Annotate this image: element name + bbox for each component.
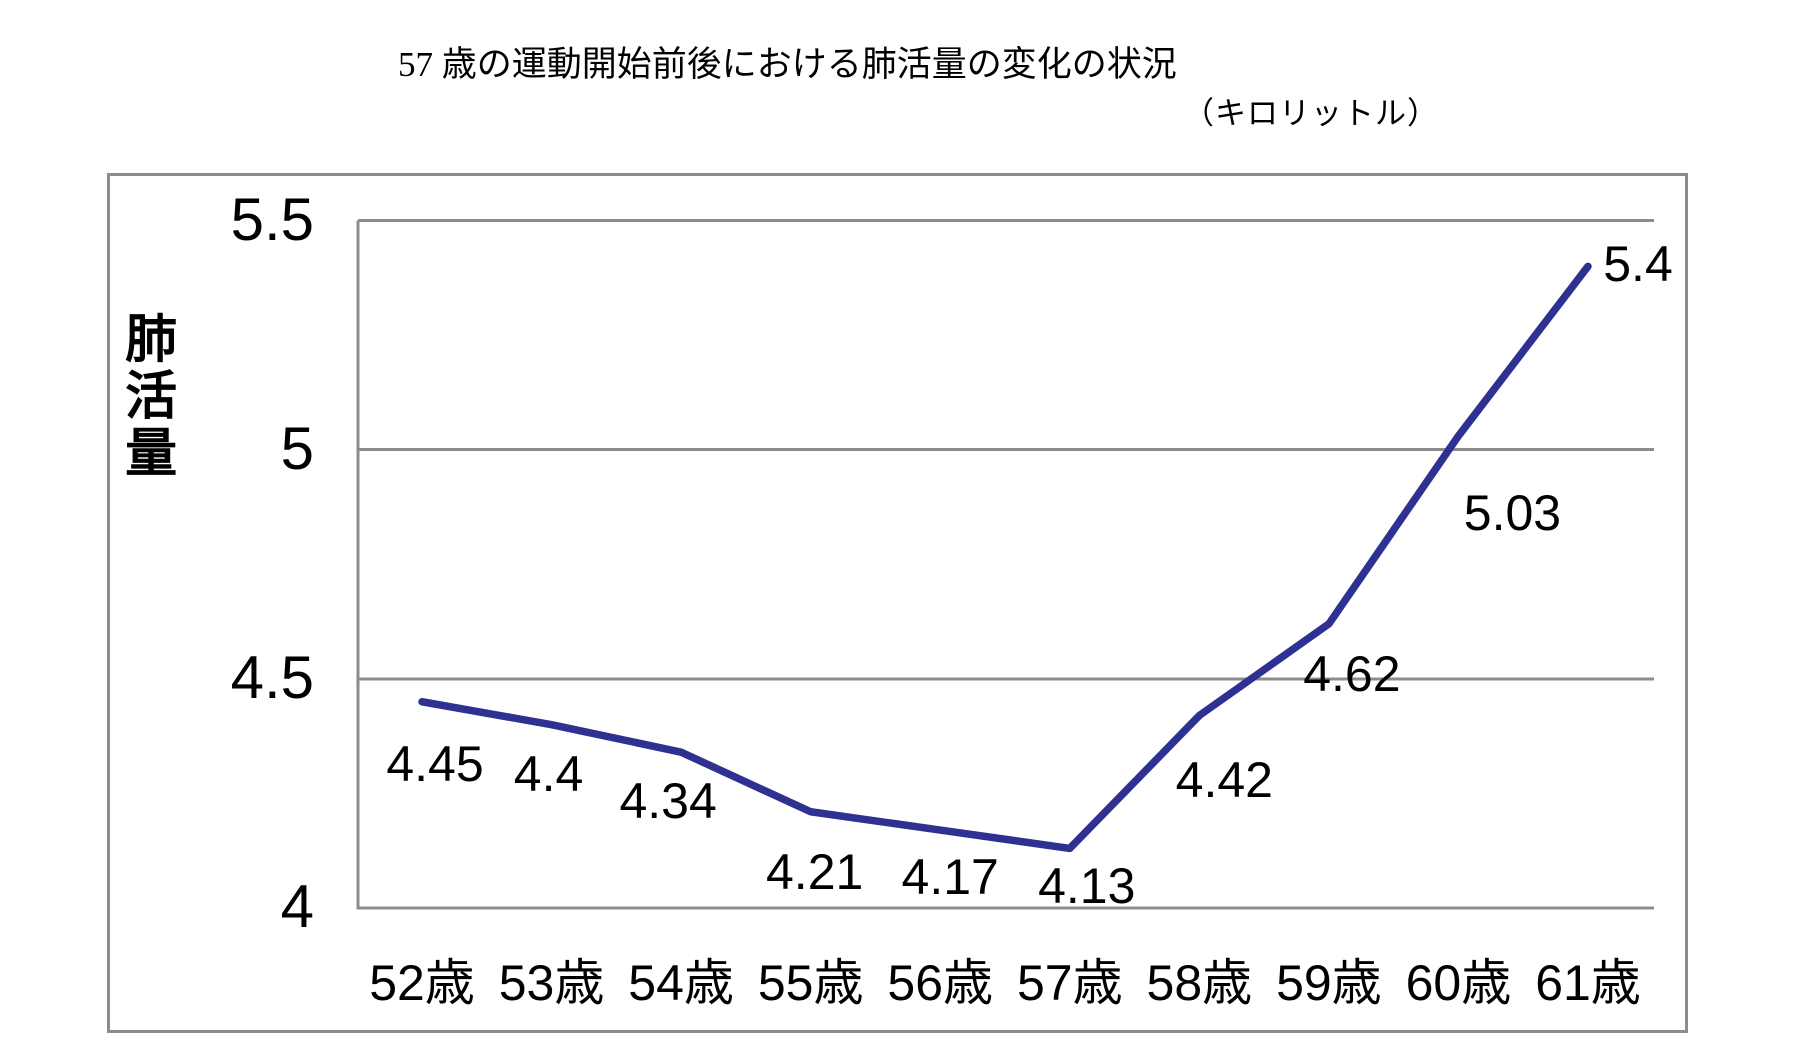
- data-point-label: 5.03: [1463, 484, 1562, 541]
- y-axis-title: 肺活量: [116, 311, 175, 482]
- y-tick-label: 5.5: [230, 185, 314, 253]
- y-tick-label: 4: [280, 873, 314, 941]
- line-series: [418, 262, 1592, 853]
- data-point-label: 4.13: [1038, 858, 1136, 915]
- x-category-label: 61歳: [1535, 955, 1641, 1011]
- data-point-label: 4.17: [901, 849, 999, 906]
- chart-outer-border: [107, 173, 1688, 1033]
- x-category-label: 53歳: [498, 955, 605, 1011]
- data-point-label: 4.34: [619, 773, 717, 830]
- x-category-label: 52歳: [369, 955, 475, 1011]
- y-tick-label: 5: [280, 414, 314, 482]
- chart-title: 57 歳の運動開始前後における肺活量の変化の状況: [398, 45, 1177, 84]
- x-category-label: 56歳: [887, 955, 994, 1011]
- unit-label: （キロリットル）: [1183, 96, 1439, 131]
- x-category-label: 59歳: [1276, 955, 1382, 1011]
- x-category-label: 55歳: [757, 955, 864, 1011]
- data-point-label: 5.4: [1603, 236, 1673, 293]
- x-category-label: 57歳: [1016, 955, 1123, 1011]
- y-tick-label: 4.5: [230, 643, 314, 711]
- x-category-label: 60歳: [1405, 955, 1512, 1011]
- data-point-label: 4.21: [765, 843, 864, 900]
- x-category-label: 54歳: [628, 955, 734, 1011]
- data-point-label: 4.62: [1303, 645, 1401, 702]
- data-point-label: 4.45: [386, 735, 484, 792]
- data-point-label: 4.4: [513, 745, 584, 802]
- x-category-label: 58歳: [1146, 955, 1253, 1011]
- data-point-label: 4.42: [1175, 751, 1273, 808]
